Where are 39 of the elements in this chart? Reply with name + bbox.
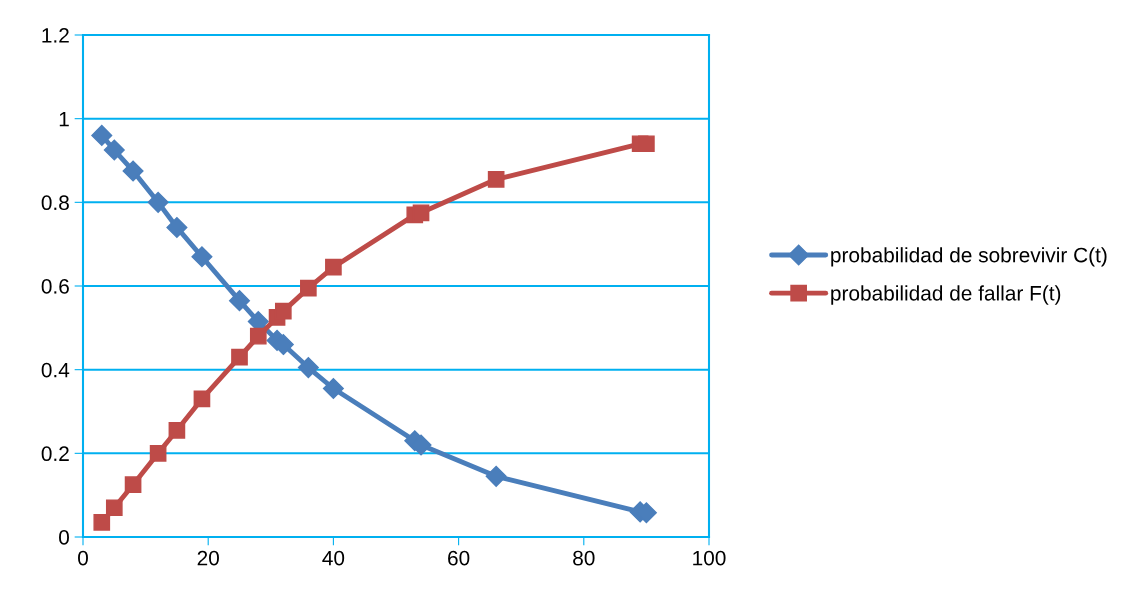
y-tick-label: 0 (59, 530, 69, 545)
point (412, 204, 430, 222)
y-tick-label: 0.6 (41, 279, 69, 294)
y-tick-label: 0.2 (41, 446, 69, 462)
point (168, 421, 186, 439)
point (231, 348, 248, 366)
point (325, 258, 342, 276)
y-tick-label: 0.8 (41, 195, 69, 211)
legend-label: probabilidad de fallar F(t) (831, 285, 1061, 305)
legend-label: probabilidad de sobrevivir C(t) (831, 247, 1107, 267)
x-tick-label: 80 (573, 550, 595, 566)
x-tick-label: 0 (78, 550, 88, 566)
point (191, 246, 213, 268)
x-tick-label: 100 (693, 550, 726, 566)
point (228, 290, 251, 312)
point (166, 216, 188, 238)
point (93, 514, 111, 531)
point (638, 135, 655, 153)
point (485, 465, 507, 487)
point (105, 499, 123, 517)
point (103, 139, 125, 161)
y-tick-label: 0.4 (41, 362, 70, 378)
point (487, 170, 505, 188)
point (274, 302, 292, 320)
y-tick-label: 1 (59, 111, 69, 127)
x-tick-label: 40 (322, 550, 345, 566)
point (122, 160, 144, 182)
x-tick-label: 60 (448, 550, 470, 566)
point (149, 444, 167, 462)
point (124, 476, 142, 494)
point (300, 279, 317, 297)
point (193, 390, 211, 408)
point (322, 377, 344, 400)
point (249, 327, 267, 345)
x-tick-label: 20 (197, 550, 219, 566)
y-tick-label: 1.2 (42, 28, 69, 43)
point (91, 124, 113, 146)
point (147, 191, 169, 213)
point (297, 357, 319, 379)
